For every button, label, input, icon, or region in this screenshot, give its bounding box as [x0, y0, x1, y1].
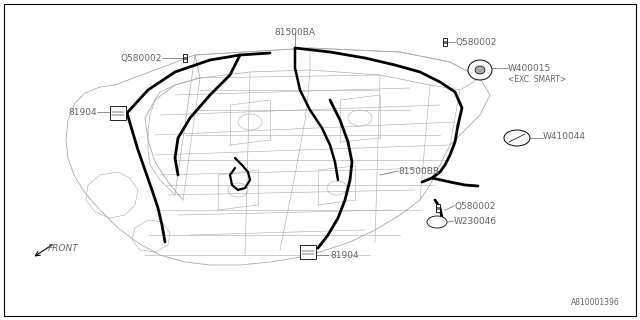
Text: Q580002: Q580002 — [455, 37, 497, 46]
Bar — [300, 245, 316, 259]
Text: Q580002: Q580002 — [120, 53, 162, 62]
Text: <EXC. SMART>: <EXC. SMART> — [508, 75, 566, 84]
Text: 81500BB: 81500BB — [398, 166, 439, 175]
Ellipse shape — [468, 60, 492, 80]
Bar — [182, 54, 188, 61]
Text: 81904: 81904 — [68, 108, 97, 116]
Ellipse shape — [475, 66, 485, 74]
Ellipse shape — [504, 130, 530, 146]
Bar — [436, 204, 440, 212]
Bar — [443, 38, 447, 46]
Text: A810001396: A810001396 — [572, 298, 620, 307]
Text: W230046: W230046 — [454, 217, 497, 226]
Text: W410044: W410044 — [543, 132, 586, 140]
Bar — [110, 106, 126, 120]
Text: Q580002: Q580002 — [454, 202, 495, 211]
Text: W400015: W400015 — [508, 63, 551, 73]
Text: 81904: 81904 — [330, 251, 358, 260]
Text: FRONT: FRONT — [48, 244, 79, 252]
Ellipse shape — [427, 216, 447, 228]
Text: 81500BA: 81500BA — [275, 28, 316, 36]
